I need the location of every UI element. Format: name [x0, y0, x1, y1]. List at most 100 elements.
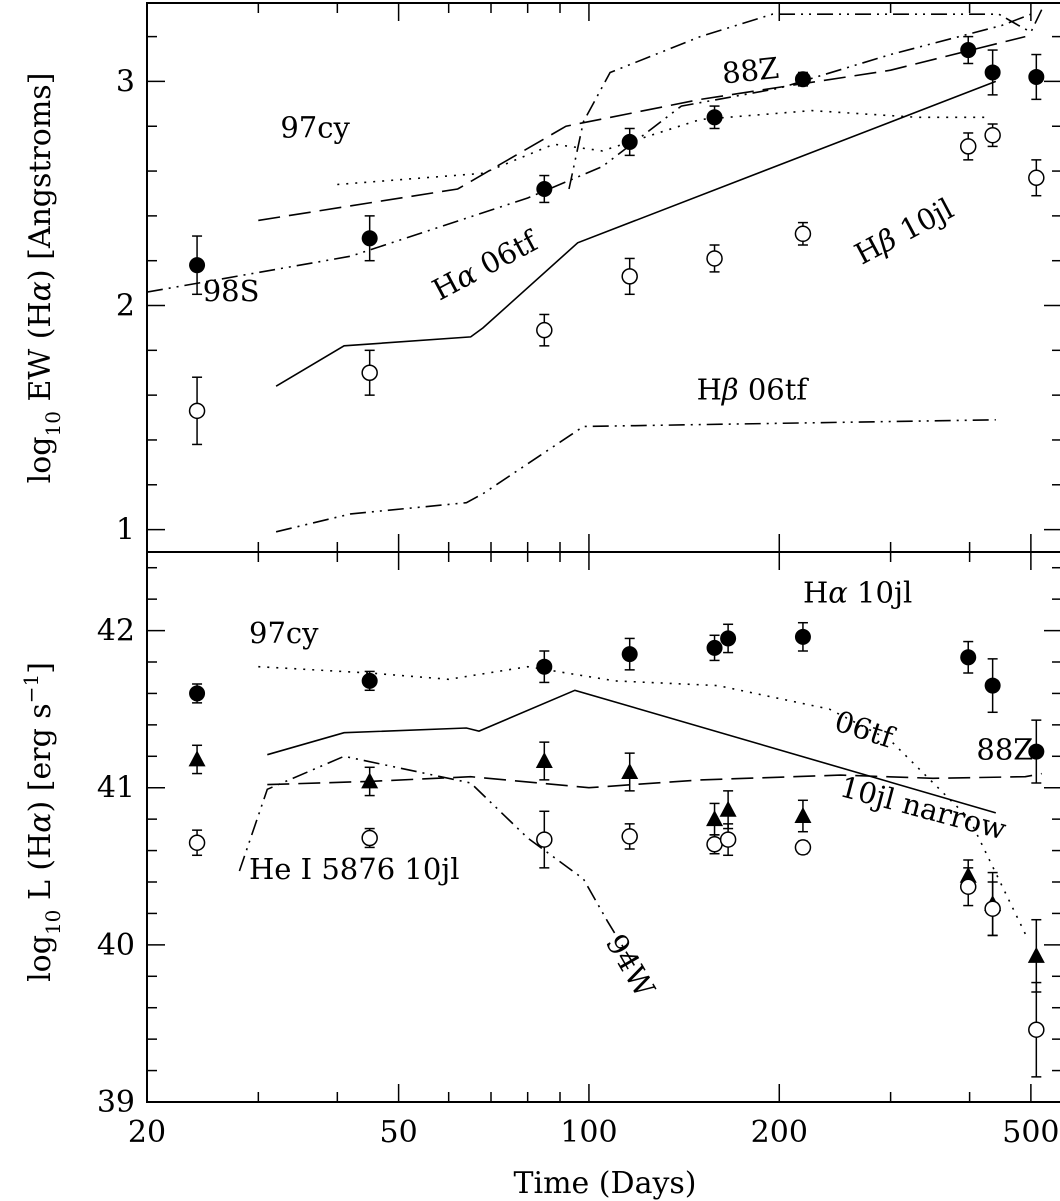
annotation-text-part: 88Z: [976, 732, 1033, 766]
point-h-10jl: [361, 672, 378, 689]
point-he-i-5876-10jl: [719, 831, 737, 848]
panel-top-y-tick-label: 1: [116, 513, 135, 548]
annotation-text-part: 06tf: [831, 704, 900, 755]
x-tick-label: 20: [128, 1115, 166, 1150]
x-tick-label: 100: [560, 1115, 617, 1150]
annotation-text-part: α: [828, 575, 848, 609]
point-h-10jl: [536, 180, 553, 197]
panel-top-y-tick-label: 2: [116, 289, 135, 324]
point-h-10jl: [621, 268, 638, 285]
point-10jl-narrow: [719, 800, 737, 817]
annotation-text-part: 06tf: [739, 373, 810, 407]
point-10jl-narrow: [621, 763, 639, 779]
x-tick-label: 50: [380, 1115, 418, 1150]
point-h-10jl: [361, 230, 378, 247]
curve-88z: [258, 35, 1026, 222]
point-h-10jl: [188, 402, 206, 420]
x-tick-label: 500: [1002, 1115, 1059, 1150]
point-h-10jl: [706, 639, 723, 656]
x-tick-label: 200: [751, 1115, 808, 1150]
point-he-i-5876-10jl: [794, 839, 812, 856]
point-he-i-5876-10jl: [621, 828, 638, 845]
point-h-10jl: [720, 630, 737, 647]
annotation-98s: 98S: [203, 274, 260, 308]
panel-bottom-y-tick-label: 41: [97, 771, 135, 806]
point-h-10jl: [794, 628, 811, 645]
curve-06tf: [267, 689, 997, 814]
point-he-i-5876-10jl: [959, 878, 977, 895]
point-h-10jl: [1028, 169, 1045, 187]
panel-top: log10 EW (Hα) [Angstroms] 123Hα 10jl88Z9…: [23, 2, 1060, 553]
annotation-h-06tf: Hα 06tf: [427, 223, 545, 307]
point-h-10jl: [189, 685, 206, 702]
point-h-10jl: [536, 321, 553, 339]
point-10jl-narrow: [361, 772, 379, 789]
annotation-text-part: 97cy: [249, 616, 319, 650]
curve-h-06tf: [275, 80, 997, 387]
panel-bottom-ylabel: log10 L (Hα) [erg s−1]: [19, 662, 65, 982]
curve-h-10jl: [568, 9, 1043, 190]
annotation-06tf: 06tf: [831, 704, 900, 755]
point-h-10jl: [621, 133, 638, 150]
point-h-10jl: [794, 225, 812, 243]
point-h-10jl: [706, 109, 723, 126]
panel-top-ylabel: log10 EW (Hα) [Angstroms]: [23, 73, 65, 484]
annotation-10jl-narrow: 10jl narrow: [837, 769, 1011, 846]
point-he-i-5876-10jl: [361, 829, 378, 847]
panel-bottom-frame: [146, 551, 1060, 1103]
annotation-text-part: H: [697, 373, 722, 407]
panel-top-frame: [146, 2, 1060, 553]
annotation-text-part: 94W: [599, 928, 662, 1003]
panel-bottom-y-tick-label: 39: [97, 1085, 135, 1120]
annotation-text-part: 10jl: [886, 191, 959, 251]
panel-bottom-y-tick-label: 40: [97, 928, 135, 963]
panel-top-y-tick-label: 3: [116, 64, 135, 99]
point-h-10jl: [794, 71, 811, 88]
point-10jl-narrow: [1027, 946, 1045, 963]
point-10jl-narrow: [794, 807, 812, 823]
point-he-i-5876-10jl: [984, 900, 1001, 917]
annotation-text-part: β: [721, 373, 739, 407]
point-he-i-5876-10jl: [1028, 1021, 1045, 1038]
panel-bottom-y-tick-label: 42: [97, 614, 135, 649]
point-h-10jl: [960, 42, 977, 59]
point-h-10jl: [536, 658, 553, 675]
point-10jl-narrow: [706, 810, 724, 827]
point-h-10jl: [984, 677, 1001, 694]
annotation-h-10jl: Hβ 10jl: [849, 191, 959, 271]
point-h-10jl: [189, 257, 206, 274]
annotation-text-part: He I 5876 10jl: [249, 852, 460, 886]
annotation-88z: 88Z: [720, 51, 780, 91]
point-h-10jl: [984, 126, 1001, 144]
point-10jl-narrow: [188, 750, 206, 767]
point-he-i-5876-10jl: [188, 834, 206, 851]
point-he-i-5876-10jl: [536, 831, 553, 848]
annotation-text-part: 06tf: [466, 223, 544, 286]
annotation-97cy: 97cy: [280, 110, 350, 144]
point-h-10jl: [621, 646, 638, 663]
curve-98s: [147, 13, 1032, 293]
annotation-97cy: 97cy: [249, 616, 319, 650]
annotation-94w: 94W: [599, 928, 662, 1003]
curve-88z: [267, 772, 1042, 789]
annotation-text-part: H: [803, 575, 828, 609]
point-h-10jl: [959, 138, 977, 155]
annotation-text-part: 10jl: [848, 575, 912, 609]
point-h-10jl: [984, 64, 1001, 81]
point-10jl-narrow: [535, 752, 553, 768]
annotation-text-part: 10jl narrow: [837, 769, 1011, 846]
annotation-text-part: 97cy: [280, 110, 350, 144]
annotation-text-part: 98S: [203, 274, 260, 308]
annotation-he-i-5876-10jl: He I 5876 10jl: [249, 852, 460, 886]
point-h-10jl: [960, 649, 977, 666]
x-axis-title: Time (Days): [513, 1166, 696, 1201]
annotation-h-06tf: Hβ 06tf: [697, 373, 810, 407]
point-h-10jl: [361, 364, 378, 381]
point-h-10jl: [1028, 743, 1045, 760]
annotation-text-part: 88Z: [720, 51, 780, 91]
point-he-i-5876-10jl: [706, 836, 723, 853]
annotation-88z: 88Z: [976, 732, 1033, 766]
panel-bottom: log10 L (Hα) [erg s−1] Time (Days) 39 40 4…: [19, 551, 1060, 1201]
annotation-h-10jl: Hα 10jl: [803, 575, 912, 609]
